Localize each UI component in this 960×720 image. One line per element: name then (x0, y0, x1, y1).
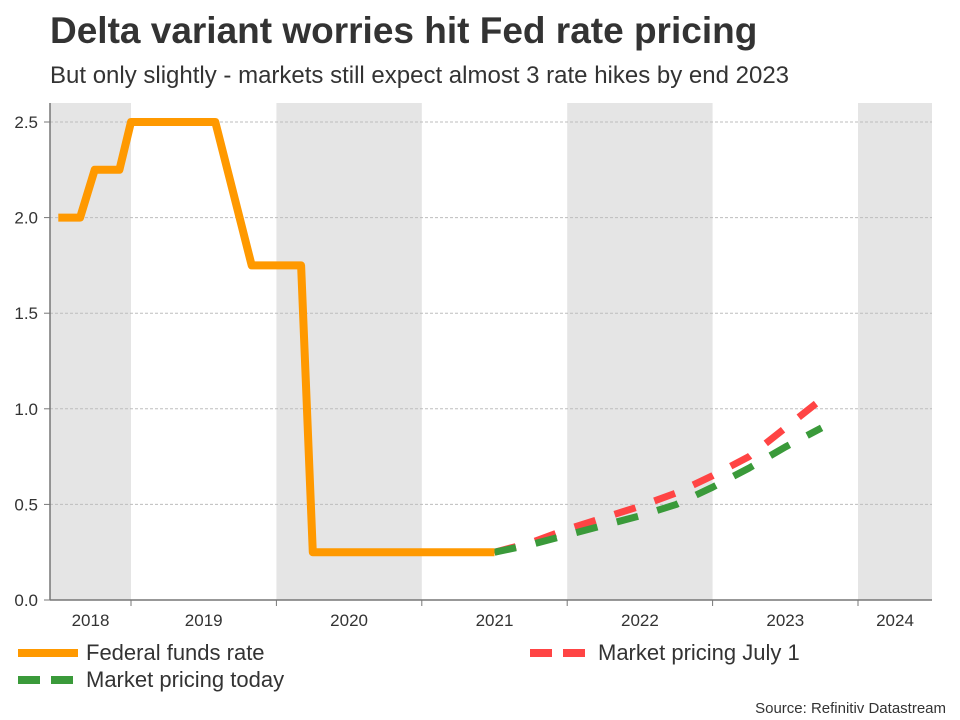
series-lines (58, 118, 824, 557)
year-band-2022 (567, 103, 713, 600)
year-band-2020 (276, 103, 422, 600)
legend-label: Market pricing today (86, 667, 285, 692)
legend-swatch-dashed-green (18, 676, 78, 684)
legend-item-fed-funds: Federal funds rate (18, 640, 265, 666)
y-tick-label: 0.0 (14, 591, 38, 610)
legend-label: Federal funds rate (86, 640, 265, 665)
x-tick-label: 2024 (876, 611, 914, 630)
legend-item-market-july: Market pricing July 1 (530, 640, 800, 666)
legend-item-market-today: Market pricing today (18, 667, 284, 693)
series-line-market-pricing-today (493, 424, 824, 556)
legend-label: Market pricing July 1 (598, 640, 800, 665)
chart-title: Delta variant worries hit Fed rate prici… (50, 10, 758, 51)
x-tick-label: 2018 (72, 611, 110, 630)
y-tick-label: 1.5 (14, 304, 38, 323)
legend-swatch-dashed-red (530, 649, 590, 657)
legend-swatch-solid-orange (18, 649, 78, 657)
axes: 0.0 0.5 1.0 1.5 2.0 2.5 2018 2019 2020 2021 2022 20… (14, 103, 932, 630)
x-tick-label: 2022 (621, 611, 659, 630)
y-tick-label: 0.5 (14, 495, 38, 514)
y-tick-label: 2.5 (14, 113, 38, 132)
chart-subtitle: But only slightly - markets still expect… (50, 62, 790, 89)
y-tick-label: 1.0 (14, 400, 38, 419)
x-tick-label: 2023 (766, 611, 804, 630)
x-tick-label: 2020 (330, 611, 368, 630)
gridlines (50, 121, 932, 505)
series-line-federal-funds-rate (58, 118, 495, 557)
x-tick-label: 2021 (476, 611, 514, 630)
year-band-2024 (858, 103, 932, 600)
year-bands (50, 103, 932, 600)
series-line-market-pricing-july-1 (493, 396, 824, 556)
source-note: Source: Refinitiv Datastream (755, 700, 946, 717)
x-tick-label: 2019 (185, 611, 223, 630)
y-tick-label: 2.0 (14, 209, 38, 228)
